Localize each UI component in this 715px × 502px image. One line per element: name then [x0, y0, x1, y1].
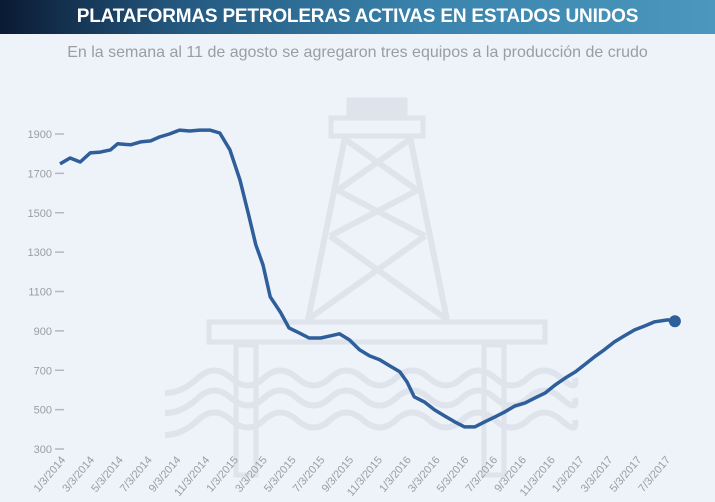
y-tick-label: 500 — [34, 405, 52, 417]
y-tick-label: 300 — [34, 444, 52, 456]
y-tick-label: 900 — [34, 326, 52, 338]
oil-rig-watermark-icon — [164, 97, 579, 478]
series-line — [59, 128, 676, 429]
chart-subtitle: En la semana al 11 de agosto se agregaro… — [67, 44, 648, 61]
y-tick-label: 700 — [34, 365, 52, 377]
y-tick-label: 1900 — [28, 129, 52, 141]
header-banner: PLATAFORMAS PETROLERAS ACTIVAS EN ESTADO… — [0, 0, 715, 34]
chart-title: PLATAFORMAS PETROLERAS ACTIVAS EN ESTADO… — [76, 6, 639, 27]
y-tick-label: 1100 — [28, 287, 52, 299]
y-tick-label: 1300 — [28, 247, 52, 259]
last-data-point[interactable] — [668, 315, 681, 328]
y-tick-label: 1700 — [28, 168, 52, 180]
y-tick-label: 1500 — [28, 208, 52, 220]
